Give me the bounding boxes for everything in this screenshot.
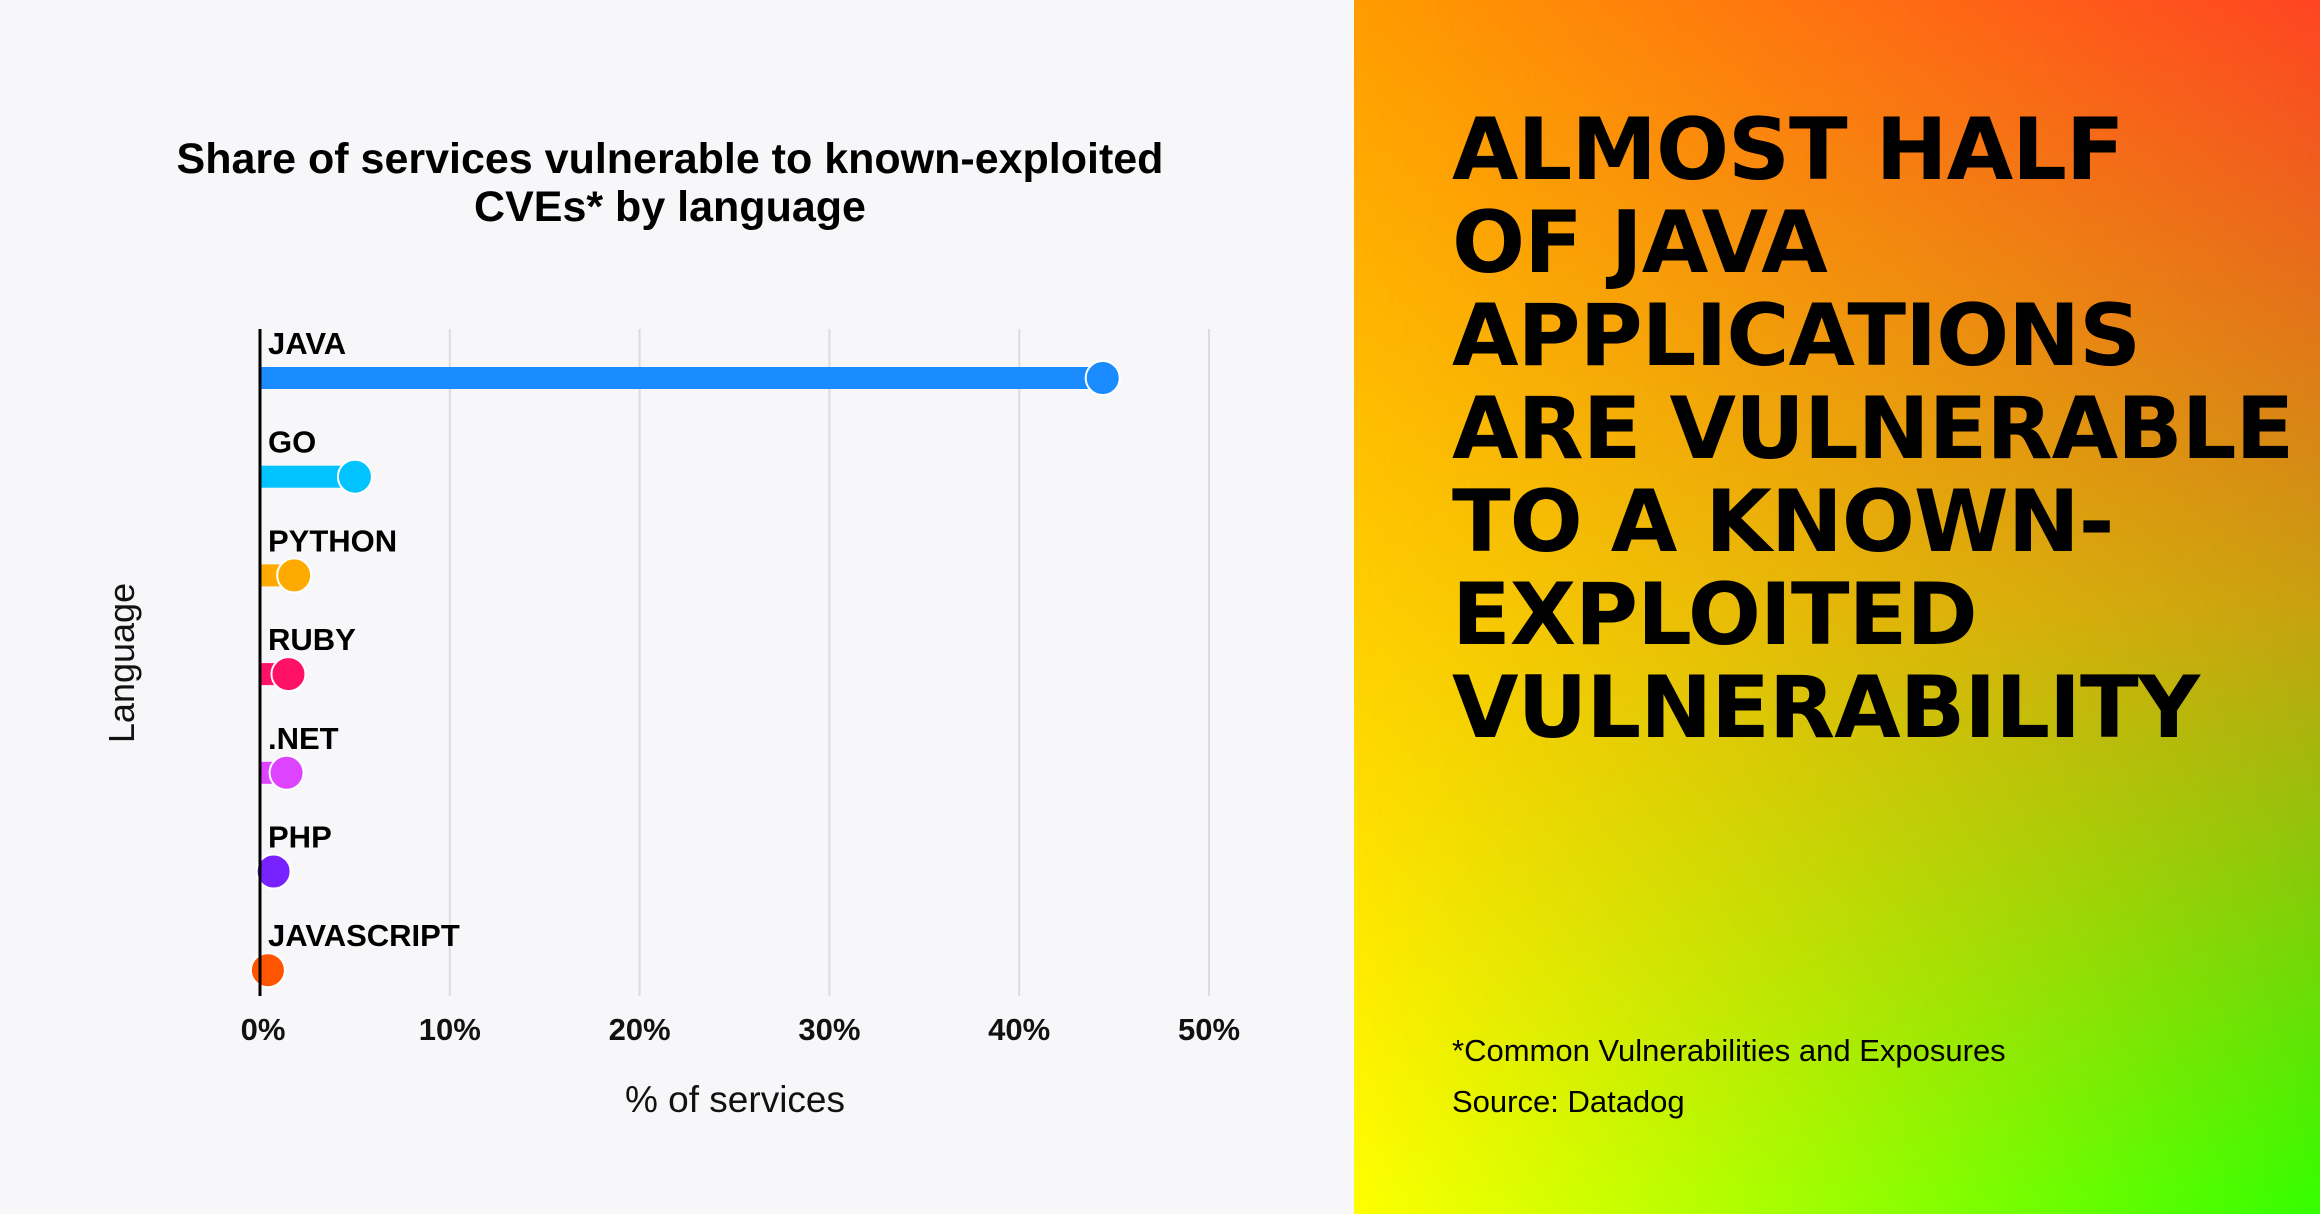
bar-end-dot [276, 557, 313, 594]
category-label: JAVA [268, 326, 346, 361]
headline-line: VULNERABILITY [1452, 658, 2200, 758]
source: Source: Datadog [1452, 1084, 1685, 1119]
y-axis-label: Language [101, 582, 142, 744]
x-tick-label: 30% [798, 1012, 860, 1047]
chart-title: Share of services vulnerable to known-ex… [80, 135, 1260, 231]
x-tick-label: 20% [609, 1012, 671, 1047]
footnote: *Common Vulnerabilities and Exposures [1452, 1033, 2006, 1068]
bar-end-dot [255, 853, 292, 890]
headline-line: ALMOST HALF [1452, 100, 2125, 200]
headline-line: TO A KNOWN- [1452, 472, 2114, 572]
x-axis-label: % of services [624, 1079, 846, 1120]
chart-panel: Share of services vulnerable to known-ex… [80, 135, 1260, 1120]
x-tick-label: 0% [241, 1012, 286, 1047]
headline-line: OF JAVA [1452, 193, 1828, 293]
category-label: PYTHON [268, 523, 397, 558]
headline: ALMOST HALF OF JAVA APPLICATIONS ARE VUL… [1452, 104, 2312, 755]
bar-end-dot [249, 952, 286, 989]
headline-panel [1354, 0, 2320, 1214]
headline-line: EXPLOITED [1452, 565, 1978, 665]
bar [260, 367, 1103, 389]
category-label: GO [268, 425, 316, 460]
chart-title-line: CVEs* by language [474, 183, 866, 231]
bar-end-dot [336, 458, 373, 495]
category-label: JAVASCRIPT [268, 918, 460, 953]
bar-chart: 0% 10% 20% 30% 40% 50% JAVA GO PYTHON RUBY .NET PHP… [241, 326, 1240, 1047]
bar-end-dot [270, 656, 307, 693]
bar [260, 465, 355, 488]
headline-line: APPLICATIONS [1452, 286, 2141, 386]
x-tick-label: 40% [988, 1012, 1050, 1047]
x-tick-label: 10% [419, 1012, 481, 1047]
bar-end-dot [1084, 360, 1121, 396]
category-label: .NET [268, 721, 339, 756]
headline-line: ARE VULNERABLE [1452, 379, 2294, 479]
x-tick-label: 50% [1178, 1012, 1240, 1047]
chart-title-line: Share of services vulnerable to known-ex… [176, 135, 1164, 183]
bar-end-dot [268, 754, 305, 791]
category-label: PHP [268, 820, 332, 855]
category-label: RUBY [268, 622, 356, 657]
